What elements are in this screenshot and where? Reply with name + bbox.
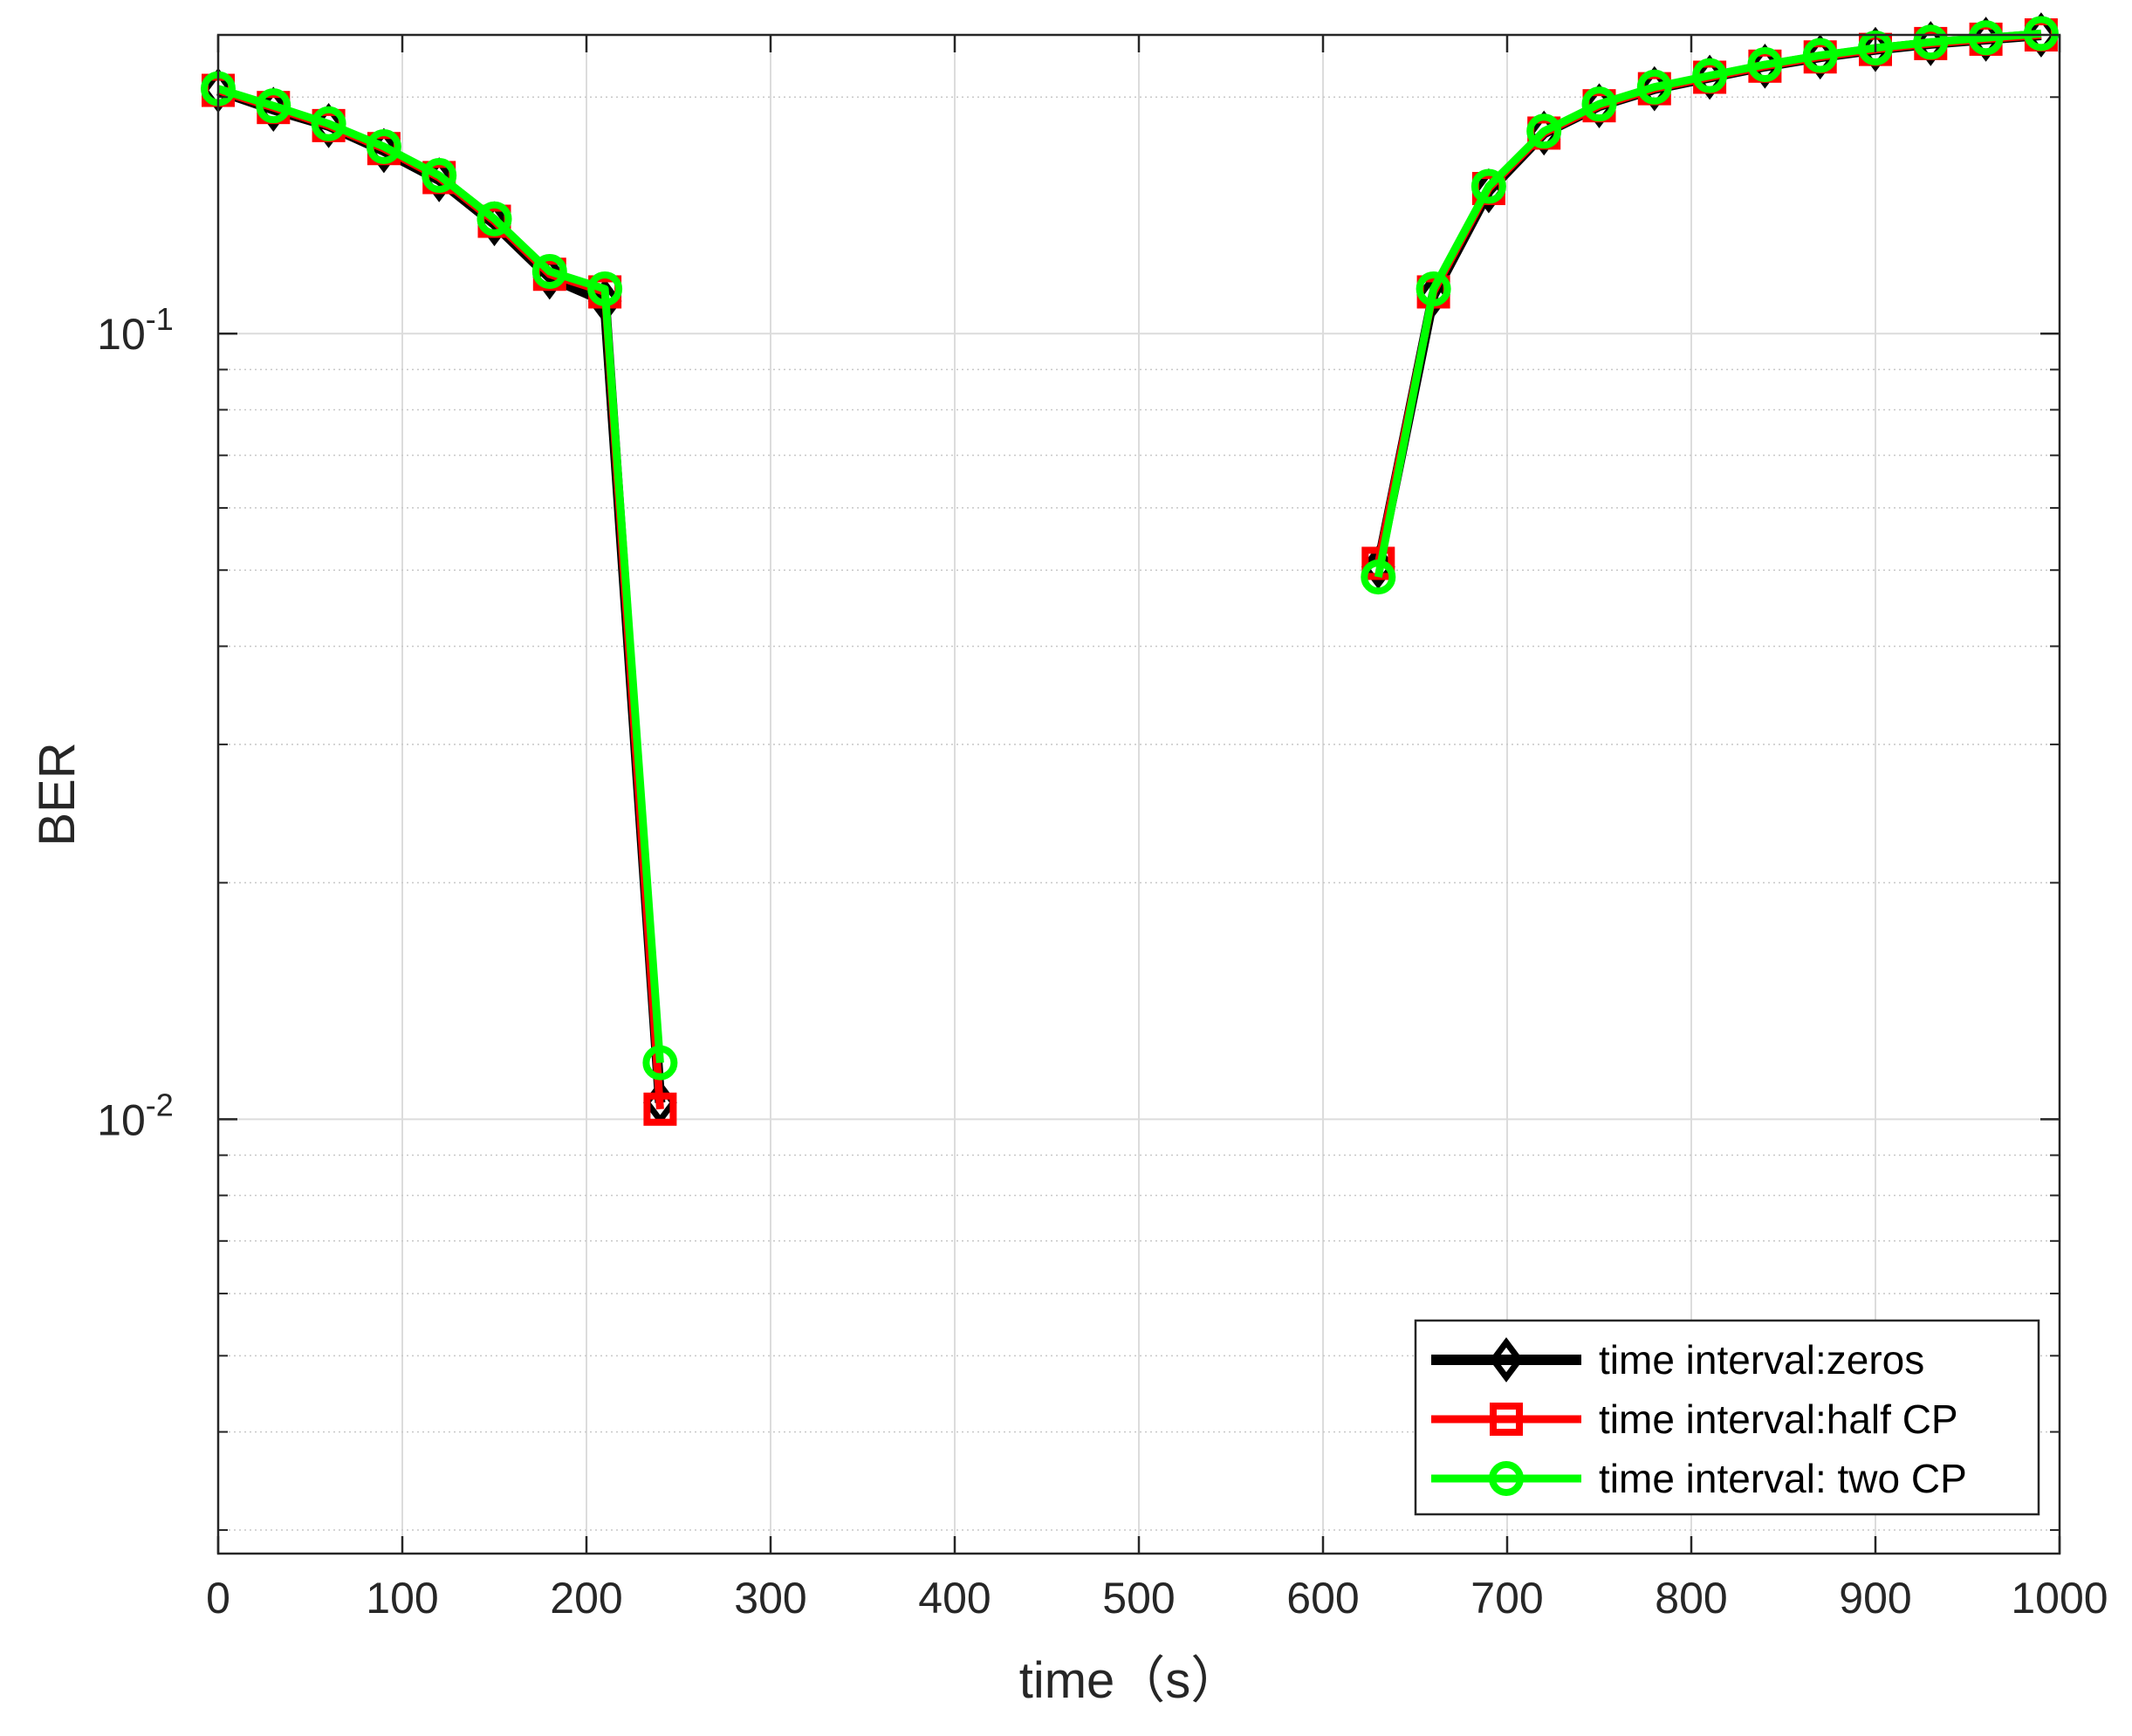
x-tick-label: 200: [550, 1574, 622, 1623]
series-circle: [201, 16, 2059, 1081]
x-tick-label: 400: [918, 1574, 991, 1623]
legend-entry: time interval:half CP: [1431, 1396, 1958, 1442]
data-point: [1361, 544, 1395, 590]
x-axis-label: time（s）: [1019, 1652, 1242, 1709]
series-line: [1374, 29, 2042, 578]
data-point: [1416, 271, 1451, 307]
data-point: [366, 128, 401, 164]
data-point: [422, 157, 457, 193]
data-point: [311, 106, 346, 141]
data-point: [1968, 20, 2004, 56]
y-tick-label: 10-1: [97, 301, 174, 359]
x-tick-label: 700: [1470, 1574, 1543, 1623]
x-tick-label: 100: [366, 1574, 438, 1623]
x-tick-label: 300: [734, 1574, 806, 1623]
x-tick-label: 900: [1839, 1574, 1911, 1623]
x-tick-label: 500: [1102, 1574, 1175, 1623]
legend-swatch-marker: [1490, 1403, 1523, 1436]
data-point: [1747, 47, 1783, 83]
legend-swatch-marker: [1489, 1337, 1524, 1383]
legend-label: time interval: two CP: [1599, 1456, 1967, 1501]
data-point: [587, 271, 623, 307]
data-point: [1581, 86, 1617, 122]
data-point: [2024, 12, 2059, 58]
legend-label: time interval:half CP: [1599, 1396, 1958, 1442]
data-point: [1692, 58, 1728, 93]
data-point: [1913, 24, 1949, 60]
data-point: [476, 201, 512, 237]
legend-swatch-marker: [1489, 1461, 1524, 1496]
data-point: [1636, 69, 1672, 105]
data-point: [1526, 113, 1562, 149]
y-axis-label: BER: [29, 742, 86, 846]
data-point: [531, 253, 567, 289]
data-point: [643, 1092, 677, 1126]
data-point: [1361, 559, 1396, 595]
data-point: [642, 1045, 678, 1081]
legend: time interval:zeros time interval:half CP…: [1414, 1319, 2040, 1516]
series-line: [216, 85, 664, 1063]
data-point: [1470, 168, 1506, 204]
x-tick-label: 0: [206, 1574, 230, 1623]
x-tick-label: 1000: [2011, 1574, 2108, 1623]
data-point: [256, 88, 291, 124]
data-point: [2023, 16, 2059, 51]
ticks: 0 100 200 300 400 500 600 700 800 900 1000 10-1 10-2: [97, 35, 2108, 1623]
x-tick-label: 600: [1286, 1574, 1359, 1623]
legend-entry: time interval:zeros: [1431, 1337, 1924, 1383]
legend-label: time interval:zeros: [1599, 1337, 1924, 1383]
data-point: [1416, 272, 1450, 318]
data-point: [1802, 38, 1838, 73]
legend-entry: time interval: two CP: [1431, 1456, 1967, 1501]
y-tick-label: 10-2: [97, 1087, 174, 1144]
x-tick-label: 800: [1655, 1574, 1727, 1623]
